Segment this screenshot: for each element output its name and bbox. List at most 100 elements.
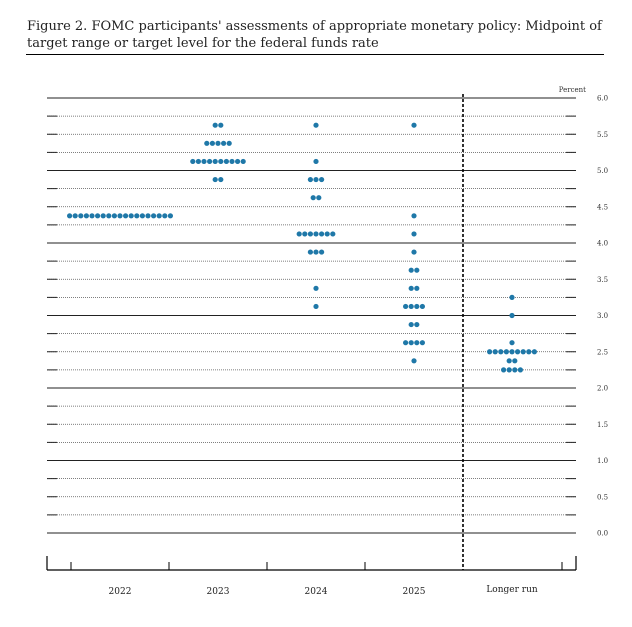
participant-dot [487, 349, 493, 355]
participant-dot [492, 349, 498, 355]
participant-dot [503, 349, 509, 355]
participant-dot [411, 358, 417, 364]
participant-dot [212, 158, 218, 165]
participant-dot [515, 349, 521, 355]
participant-dot [411, 122, 417, 128]
participant-dot [111, 213, 117, 219]
gridlines [47, 97, 576, 534]
participant-dot [419, 340, 425, 346]
x-category-label: 2024 [305, 587, 328, 597]
participant-dot [139, 213, 145, 219]
y-tick-label: 5.0 [597, 167, 608, 175]
y-tick-label: 6.0 [597, 95, 608, 103]
axes [46, 94, 577, 571]
participant-dot [128, 213, 134, 219]
axis-labels: 6.0 5.5 5.0 4.5 4.0 3.5 3.0 2.5 2.0 1.5 1.0 0.5 0.0 P… [109, 86, 609, 597]
participant-dot [313, 176, 319, 183]
participant-dot [151, 213, 157, 219]
y-tick-label: 0.0 [597, 530, 608, 538]
data-dots [67, 122, 538, 373]
participant-dot [319, 231, 325, 237]
y-unit-label: Percent [559, 86, 586, 94]
participant-dot [72, 213, 78, 219]
x-category-label: 2023 [207, 587, 230, 597]
participant-dot [506, 358, 512, 364]
y-tick-label: 5.5 [597, 131, 608, 139]
participant-dot [512, 358, 518, 364]
participant-dot [526, 349, 532, 355]
chart-title: Figure 2. FOMC participants' assessments… [27, 19, 602, 51]
participant-dot [313, 158, 319, 165]
participant-dot [145, 213, 151, 219]
y-tick-label: 4.5 [597, 203, 608, 211]
participant-dot [201, 158, 207, 165]
title-divider [26, 54, 604, 55]
participant-dot [307, 249, 313, 255]
participant-dot [83, 213, 89, 219]
participant-dot [78, 213, 84, 219]
participant-dot [517, 367, 524, 373]
participant-dot [403, 303, 409, 310]
participant-dot [212, 122, 218, 128]
participant-dot [100, 213, 106, 219]
participant-dot [207, 158, 213, 165]
participant-dot [156, 213, 162, 219]
y-tick-label: 2.0 [597, 385, 608, 393]
participant-dot [229, 158, 235, 165]
participant-dot [134, 213, 140, 219]
participant-dot [302, 231, 308, 237]
participant-dot [195, 158, 201, 165]
participant-dot [223, 158, 229, 165]
participant-dot [310, 195, 316, 201]
participant-dot [498, 349, 504, 355]
y-tick-label: 3.5 [597, 276, 608, 284]
participant-dot [235, 158, 241, 165]
participant-dot [509, 349, 515, 355]
participant-dot [313, 285, 319, 291]
participant-dot [89, 213, 95, 219]
participant-dot [414, 303, 420, 310]
y-tick-label: 3.0 [597, 312, 608, 320]
participant-dot [190, 158, 196, 165]
x-category-label: Longer run [486, 585, 538, 595]
y-tick-label: 2.5 [597, 348, 608, 356]
participant-dot [296, 231, 302, 237]
y-tick-label: 0.5 [597, 493, 608, 501]
participant-dot [408, 303, 414, 310]
participant-dot [512, 367, 518, 373]
participant-dot [324, 231, 330, 237]
participant-dot [408, 267, 414, 273]
participant-dot [95, 213, 101, 219]
participant-dot [218, 122, 224, 128]
participant-dot [316, 195, 322, 201]
participant-dot [215, 140, 221, 146]
participant-dot [123, 213, 129, 219]
x-category-label: 2025 [403, 587, 426, 597]
y-tick-label: 1.5 [597, 421, 608, 429]
participant-dot [419, 303, 425, 310]
participant-dot [212, 176, 218, 183]
participant-dot [501, 367, 507, 373]
participant-dot [411, 213, 417, 219]
y-tick-label: 4.0 [597, 240, 608, 248]
participant-dot [307, 176, 313, 183]
participant-dot [319, 249, 325, 255]
participant-dot [414, 340, 420, 346]
y-tick-label: 1.0 [597, 457, 608, 465]
participant-dot [218, 176, 224, 183]
participant-dot [209, 140, 215, 146]
participant-dot [106, 213, 112, 219]
participant-dot [218, 158, 224, 165]
participant-dot [509, 294, 515, 300]
participant-dot [221, 140, 227, 146]
participant-dot [204, 140, 210, 146]
participant-dot [403, 340, 409, 346]
participant-dot [531, 349, 538, 355]
participant-dot [313, 303, 319, 310]
participant-dot [319, 176, 325, 183]
participant-dot [117, 213, 123, 219]
participant-dot [408, 340, 414, 346]
participant-dot [414, 285, 420, 291]
participant-dot [313, 122, 319, 128]
participant-dot [313, 249, 319, 255]
